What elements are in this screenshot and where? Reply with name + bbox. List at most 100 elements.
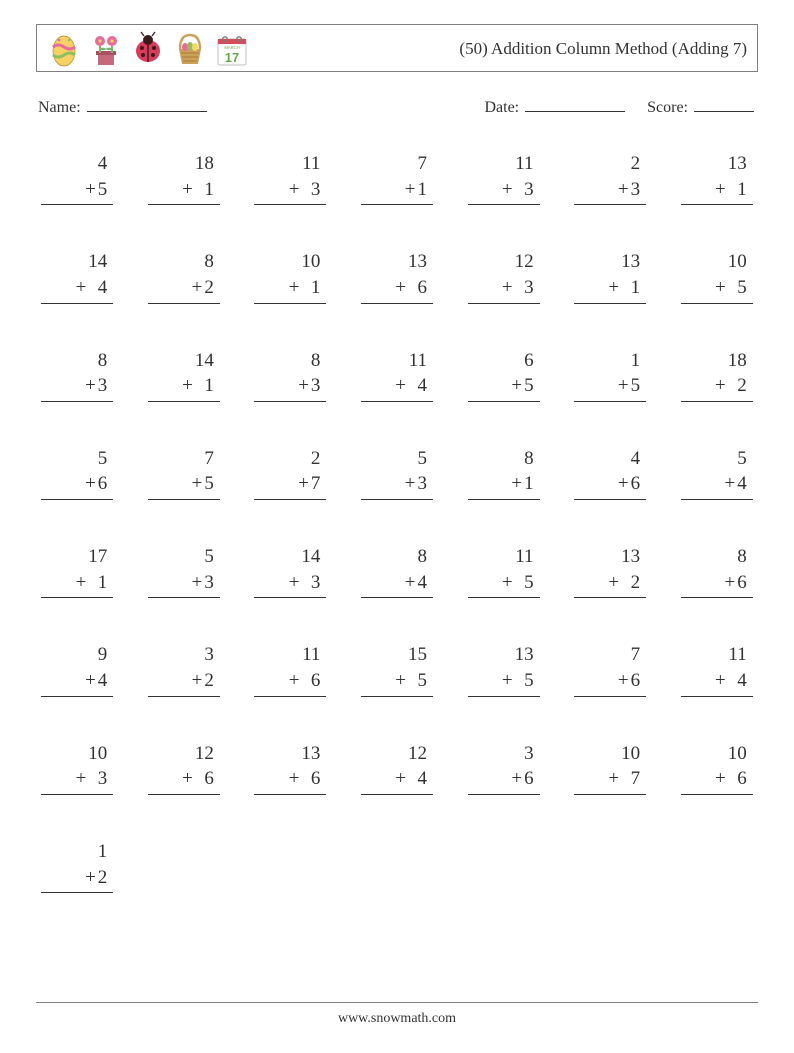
addition-problem: 10+ 3 <box>41 741 113 795</box>
addend-top: 10 <box>621 741 640 767</box>
addend-top: 13 <box>621 544 640 570</box>
operator: + <box>76 570 87 596</box>
score-label: Score: <box>647 99 688 117</box>
addend-bottom: 3 <box>515 275 534 301</box>
addition-problem: 8+6 <box>681 544 753 598</box>
addend-top: 15 <box>408 642 427 668</box>
addend-top: 13 <box>408 249 427 275</box>
operator: + <box>502 570 513 596</box>
easter-egg-icon <box>47 31 81 67</box>
addition-problem: 10+ 5 <box>681 249 753 303</box>
addition-problem: 3+6 <box>468 741 540 795</box>
addend-bottom: 6 <box>98 471 108 497</box>
addition-problem: 13+ 1 <box>681 151 753 205</box>
operator: + <box>405 471 416 497</box>
addend-top: 1 <box>98 839 108 865</box>
addend-top: 5 <box>737 446 747 472</box>
operator: + <box>724 570 735 596</box>
addend-bottom: 1 <box>621 275 640 301</box>
addend-bottom: 1 <box>524 471 534 497</box>
header-icons: MARCH 17 <box>47 31 249 67</box>
addition-problem: 7+6 <box>574 642 646 696</box>
operator: + <box>608 275 619 301</box>
operator: + <box>715 177 726 203</box>
addition-problem: 14+ 3 <box>254 544 326 598</box>
addend-bottom: 5 <box>631 373 641 399</box>
flower-pot-icon <box>89 31 123 67</box>
addend-bottom: 2 <box>204 668 214 694</box>
addend-top: 4 <box>631 446 641 472</box>
addend-bottom: 5 <box>515 668 534 694</box>
addend-bottom: 4 <box>408 373 427 399</box>
addend-top: 8 <box>737 544 747 570</box>
addition-problem: 1+2 <box>41 839 113 893</box>
addend-bottom: 5 <box>728 275 747 301</box>
addition-problem: 11+ 6 <box>254 642 326 696</box>
addend-bottom: 6 <box>408 275 427 301</box>
addition-problem: 6+5 <box>468 348 540 402</box>
addition-problem: 4+5 <box>41 151 113 205</box>
addend-top: 18 <box>728 348 747 374</box>
operator: + <box>618 177 629 203</box>
addend-top: 11 <box>409 348 427 374</box>
addition-problem: 17+ 1 <box>41 544 113 598</box>
addition-problem: 1+5 <box>574 348 646 402</box>
operator: + <box>85 668 96 694</box>
name-label: Name: <box>38 99 81 117</box>
addition-problem: 11+ 4 <box>361 348 433 402</box>
operator: + <box>502 668 513 694</box>
operator: + <box>395 668 406 694</box>
addend-top: 8 <box>524 446 534 472</box>
operator: + <box>715 373 726 399</box>
addition-problem: 2+3 <box>574 151 646 205</box>
name-blank[interactable] <box>87 98 207 112</box>
addition-problem: 8+4 <box>361 544 433 598</box>
addend-top: 5 <box>98 446 108 472</box>
addition-problem: 8+3 <box>254 348 326 402</box>
operator: + <box>395 766 406 792</box>
addend-bottom: 6 <box>631 668 641 694</box>
operator: + <box>395 275 406 301</box>
operator: + <box>182 766 193 792</box>
addend-top: 8 <box>417 544 427 570</box>
operator: + <box>76 275 87 301</box>
addend-top: 12 <box>195 741 214 767</box>
addend-top: 18 <box>195 151 214 177</box>
addend-top: 12 <box>515 249 534 275</box>
addend-bottom: 4 <box>417 570 427 596</box>
operator: + <box>298 373 309 399</box>
addend-bottom: 3 <box>417 471 427 497</box>
addend-top: 8 <box>98 348 108 374</box>
addend-top: 10 <box>301 249 320 275</box>
date-label: Date: <box>484 99 519 117</box>
addend-top: 13 <box>515 642 534 668</box>
addition-problem: 9+4 <box>41 642 113 696</box>
addend-top: 4 <box>98 151 108 177</box>
addend-bottom: 3 <box>301 570 320 596</box>
addend-bottom: 5 <box>98 177 108 203</box>
addend-bottom: 3 <box>631 177 641 203</box>
addition-problem: 11+ 5 <box>468 544 540 598</box>
operator: + <box>618 471 629 497</box>
addend-bottom: 5 <box>515 570 534 596</box>
addition-problem: 12+ 6 <box>148 741 220 795</box>
addend-top: 3 <box>524 741 534 767</box>
addend-top: 13 <box>728 151 747 177</box>
operator: + <box>289 668 300 694</box>
operator: + <box>298 471 309 497</box>
addend-bottom: 3 <box>311 373 321 399</box>
addend-bottom: 1 <box>301 275 320 301</box>
operator: + <box>192 668 203 694</box>
operator: + <box>715 275 726 301</box>
addend-bottom: 4 <box>728 668 747 694</box>
addend-bottom: 2 <box>621 570 640 596</box>
score-blank[interactable] <box>694 98 754 112</box>
basket-icon <box>173 31 207 67</box>
date-blank[interactable] <box>525 98 625 112</box>
addition-problem: 8+2 <box>148 249 220 303</box>
addend-bottom: 2 <box>204 275 214 301</box>
addition-problem: 8+3 <box>41 348 113 402</box>
addend-bottom: 6 <box>301 668 320 694</box>
addition-problem: 11+ 4 <box>681 642 753 696</box>
addend-top: 11 <box>515 151 533 177</box>
